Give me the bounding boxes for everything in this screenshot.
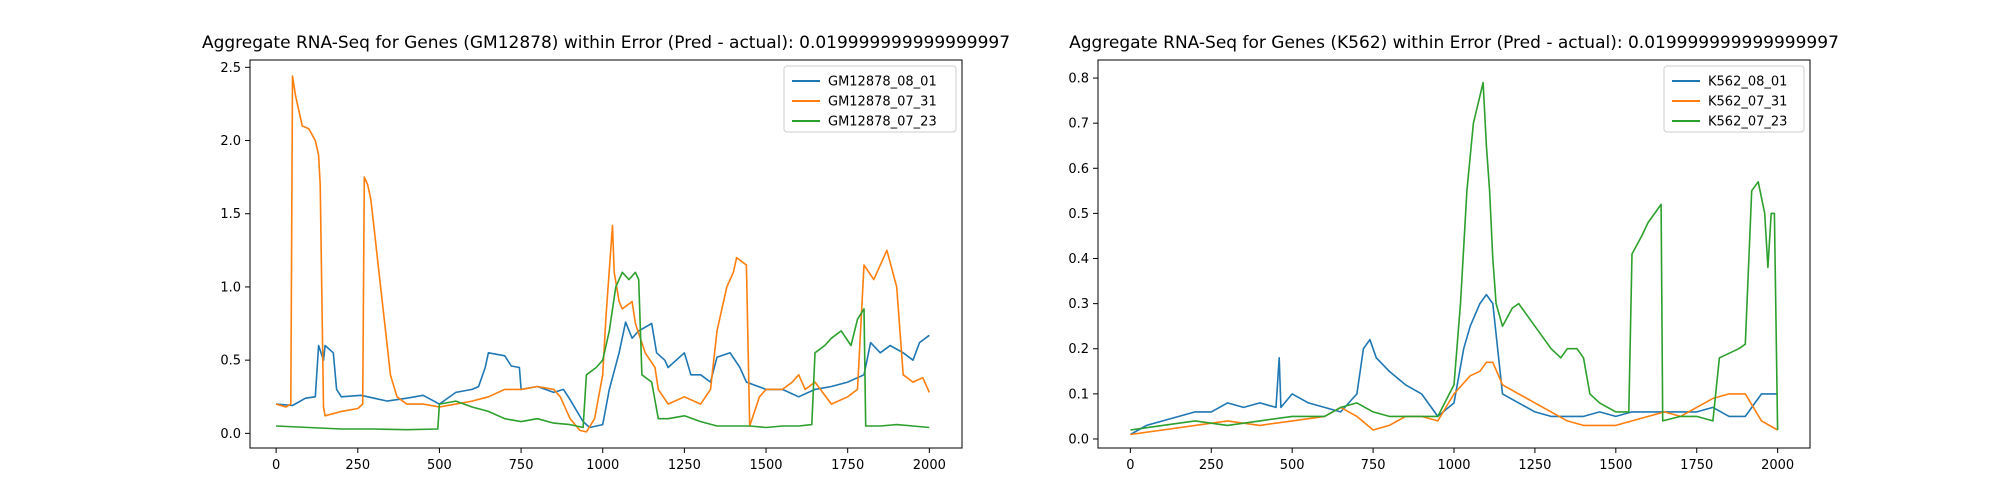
plot-frame <box>249 59 963 449</box>
x-tick-label: 250 <box>345 458 370 473</box>
x-tick-label: 1250 <box>1518 458 1551 473</box>
y-tick-label: 0.4 <box>1068 252 1089 267</box>
chart-title: Aggregate RNA-Seq for Genes (K562) withi… <box>1069 33 1839 53</box>
chart-title: Aggregate RNA-Seq for Genes (GM12878) wi… <box>202 33 1010 53</box>
x-tick-label: 750 <box>1361 458 1386 473</box>
legend-label: GM12878_08_01 <box>828 75 937 90</box>
y-tick-label: 0.8 <box>1068 72 1089 87</box>
x-tick-label: 500 <box>1280 458 1305 473</box>
series-line-GM12878_07_31 <box>275 75 931 433</box>
x-tick-label: 0 <box>272 458 280 473</box>
legend-label: K562_07_23 <box>1708 115 1787 130</box>
legend-label: GM12878_07_31 <box>828 95 937 110</box>
y-tick-label: 0.1 <box>1068 387 1089 402</box>
x-tick-label: 1000 <box>586 458 619 473</box>
y-tick-label: 1.0 <box>220 280 241 295</box>
x-tick-label: 1250 <box>668 458 701 473</box>
legend-box <box>783 65 957 133</box>
y-tick-label: 0.0 <box>220 427 241 442</box>
y-tick-label: 0.2 <box>1068 342 1089 357</box>
y-tick-label: 2.5 <box>220 61 241 76</box>
y-tick-label: 0.7 <box>1068 117 1089 132</box>
legend-label: GM12878_07_23 <box>828 115 937 130</box>
y-tick-label: 0.5 <box>220 354 241 369</box>
legend: GM12878_08_01 GM12878_07_31 GM12878_07_23 <box>783 65 957 133</box>
y-tick-label: 2.0 <box>220 134 241 149</box>
y-tick-label: 0.0 <box>1068 432 1089 447</box>
series-line-K562_07_23 <box>1130 81 1779 431</box>
series-line-GM12878_07_23 <box>276 271 930 431</box>
legend-box <box>1663 65 1805 133</box>
legend: K562_08_01 K562_07_31 K562_07_23 <box>1663 65 1805 133</box>
x-tick-label: 1750 <box>831 458 864 473</box>
x-tick-label: 0 <box>1126 458 1134 473</box>
x-tick-label: 1500 <box>749 458 782 473</box>
x-tick-label: 1500 <box>1599 458 1632 473</box>
y-tick-label: 0.5 <box>1068 207 1089 222</box>
legend-label: K562_07_31 <box>1708 95 1787 110</box>
x-tick-label: 750 <box>509 458 534 473</box>
legend-label: K562_08_01 <box>1708 75 1787 90</box>
x-tick-label: 250 <box>1199 458 1224 473</box>
chart-panel-gm12878: Aggregate RNA-Seq for Genes (GM12878) wi… <box>202 33 1010 473</box>
x-tick-label: 1750 <box>1680 458 1713 473</box>
chart-panel-k562: Aggregate RNA-Seq for Genes (K562) withi… <box>1068 33 1839 473</box>
x-tick-label: 1000 <box>1437 458 1470 473</box>
x-tick-label: 500 <box>427 458 452 473</box>
x-tick-label: 2000 <box>913 458 946 473</box>
y-tick-label: 1.5 <box>220 207 241 222</box>
y-tick-label: 0.3 <box>1068 297 1089 312</box>
y-tick-label: 0.6 <box>1068 162 1089 177</box>
series-line-GM12878_08_01 <box>276 321 930 429</box>
series-line-K562_08_01 <box>1130 293 1778 436</box>
x-tick-label: 2000 <box>1761 458 1794 473</box>
